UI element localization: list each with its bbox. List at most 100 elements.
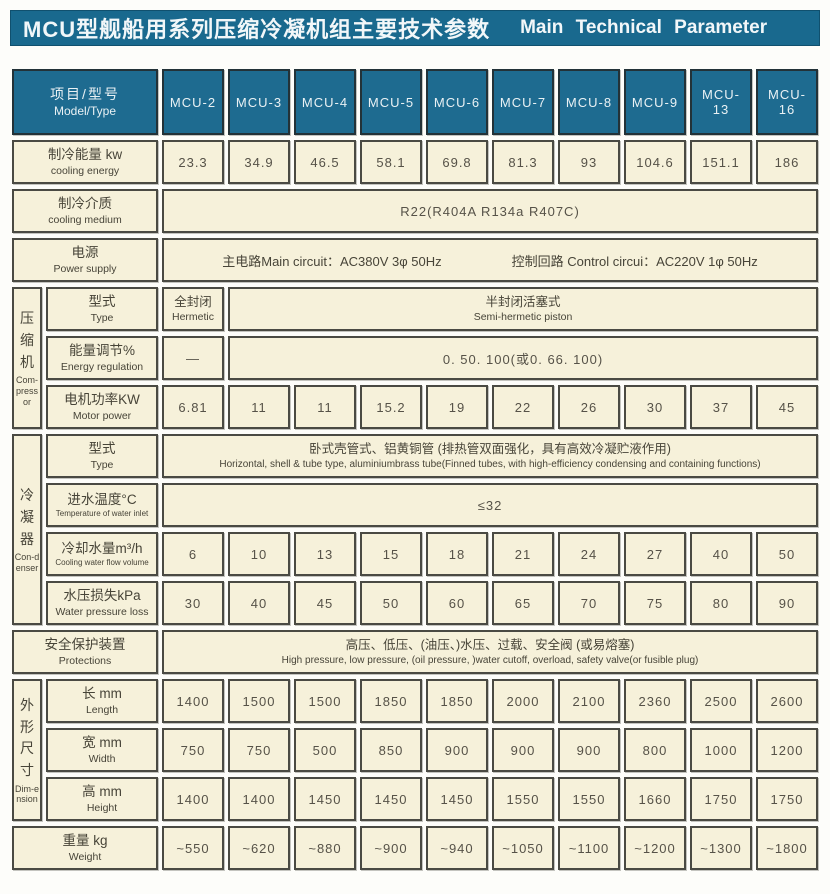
value-cell: 50	[756, 532, 819, 576]
value-cell: 1550	[558, 777, 621, 821]
value-cell: 1850	[426, 679, 489, 723]
value-cell: 1660	[624, 777, 687, 821]
label-en: Energy regulation	[60, 360, 144, 373]
value-cell: 69.8	[426, 140, 489, 184]
value-cell: 24	[558, 532, 621, 576]
value-cell: 70	[558, 581, 621, 625]
label-cn: 重量 kg	[62, 833, 108, 849]
row-label-weight: 重量 kg Weight	[12, 826, 159, 870]
label-en: Weight	[68, 850, 102, 863]
value-cell: 45	[294, 581, 357, 625]
value-cell: 11	[228, 385, 291, 429]
compressor-type-others: 半封闭活塞式 Semi-hermetic piston	[228, 287, 819, 331]
table-header-row: 项目/型号 Model/Type MCU-2 MCU-3 MCU-4 MCU-5…	[12, 69, 819, 135]
technical-parameter-table: 项目/型号 Model/Type MCU-2 MCU-3 MCU-4 MCU-5…	[8, 64, 822, 875]
value-cell: 30	[162, 581, 225, 625]
header-mcu-3: MCU-3	[228, 69, 291, 135]
page-title-bar: MCU型舰船用系列压缩冷凝机组主要技术参数 Main Technical Par…	[10, 10, 820, 46]
value-cell: 2100	[558, 679, 621, 723]
row-label-power-supply: 电源 Power supply	[12, 238, 159, 282]
value-cell: 850	[360, 728, 423, 772]
value-cell: 75	[624, 581, 687, 625]
group-compressor-cn: 压缩机	[20, 310, 34, 370]
header-mcu-5: MCU-5	[360, 69, 423, 135]
value-cell: 60	[426, 581, 489, 625]
value-cn: 半封闭活塞式	[485, 295, 561, 309]
page-title-chinese: MCU型舰船用系列压缩冷凝机组主要技术参数	[23, 17, 491, 42]
page-title-english: Main Technical Parameter	[520, 17, 768, 38]
value-cell: ~940	[426, 826, 489, 870]
value-cell: 1450	[360, 777, 423, 821]
value-cell: 34.9	[228, 140, 291, 184]
label-cn: 安全保护装置	[44, 637, 126, 653]
value-cell: 22	[492, 385, 555, 429]
row-label-height: 高 mm Height	[46, 777, 159, 821]
label-cn: 进水温度°C	[67, 491, 137, 507]
row-cooling-water-flow: 冷却水量m³/h Cooling water flow volume 6 10 …	[12, 532, 819, 576]
value-cell: 1200	[756, 728, 819, 772]
value-cell: 27	[624, 532, 687, 576]
cooling-medium-value: R22(R404A R134a R407C)	[162, 189, 819, 233]
label-en: Cooling water flow volume	[55, 558, 149, 568]
value-cell: 40	[228, 581, 291, 625]
header-mcu-9: MCU-9	[624, 69, 687, 135]
value-cell: 80	[690, 581, 753, 625]
value-cell: 1450	[426, 777, 489, 821]
label-en: Height	[86, 801, 118, 814]
group-label-dimension: 外形尺寸 Dim-ension	[12, 679, 42, 821]
row-compressor-type: 压缩机 Com-pressor 型式 Type 全封闭 Hermetic 半封闭…	[12, 287, 819, 429]
value-cell: 750	[162, 728, 225, 772]
value-cell: 1000	[690, 728, 753, 772]
value-cell: 50	[360, 581, 423, 625]
value-cell: 1500	[294, 679, 357, 723]
label-cn: 型式	[88, 441, 116, 457]
row-cooling-energy: 制冷能量 kw cooling energy 23.3 34.9 46.5 58…	[12, 140, 819, 184]
row-label-cooling-energy: 制冷能量 kw cooling energy	[12, 140, 159, 184]
label-cn: 电源	[71, 245, 99, 261]
row-water-inlet-temp: 进水温度°C Temperature of water inlet ≤32	[12, 483, 819, 527]
group-label-compressor: 压缩机 Com-pressor	[12, 287, 42, 429]
value-en: High pressure, low pressure, (oil pressu…	[281, 654, 699, 666]
power-supply-main-circuit: 主电路Main circuit：AC380V 3φ 50Hz	[222, 253, 442, 269]
label-en: cooling medium	[48, 213, 122, 226]
row-motor-power: 电机功率KW Motor power 6.81 11 11 15.2 19 22…	[12, 385, 819, 429]
value-cell: 2000	[492, 679, 555, 723]
label-cn: 制冷介质	[58, 196, 112, 212]
value-cell: ~900	[360, 826, 423, 870]
header-model-type-cn: 项目/型号	[50, 86, 120, 103]
label-cn: 能量调节%	[69, 343, 136, 359]
value-cell: 21	[492, 532, 555, 576]
group-dimension-en: Dim-ension	[15, 783, 39, 805]
value-cn: 高压、低压、(油压、)水压、过载、安全阀 (或易熔塞)	[345, 638, 635, 653]
label-en: Length	[85, 703, 119, 716]
row-label-cooling-medium: 制冷介质 cooling medium	[12, 189, 159, 233]
row-length: 外形尺寸 Dim-ension 长 mm Length 1400 1500 15…	[12, 679, 819, 821]
value-cell: 104.6	[624, 140, 687, 184]
row-weight: 重量 kg Weight ~550 ~620 ~880 ~900 ~940 ~1…	[12, 826, 819, 870]
value-cell: 65	[492, 581, 555, 625]
value-cell: 900	[492, 728, 555, 772]
value-cell: 30	[624, 385, 687, 429]
label-en: Power supply	[53, 262, 117, 275]
label-cn: 型式	[88, 294, 116, 310]
value-cell: 800	[624, 728, 687, 772]
label-cn: 制冷能量 kw	[47, 147, 123, 163]
group-dimension-cn: 外形尺寸	[20, 696, 34, 778]
value-cell: 10	[228, 532, 291, 576]
value-cell: 6.81	[162, 385, 225, 429]
row-water-pressure-loss: 水压损失kPa Water pressure loss 30 40 45 50 …	[12, 581, 819, 625]
group-compressor-en: Com-pressor	[15, 375, 38, 407]
header-model-type: 项目/型号 Model/Type	[12, 69, 159, 135]
value-cell: 19	[426, 385, 489, 429]
value-cn: 全封闭	[174, 295, 212, 309]
value-cell: 46.5	[294, 140, 357, 184]
value-cell: ~880	[294, 826, 357, 870]
header-mcu-16: MCU-16	[756, 69, 819, 135]
row-cooling-medium: 制冷介质 cooling medium R22(R404A R134a R407…	[12, 189, 819, 233]
header-mcu-2: MCU-2	[162, 69, 225, 135]
value-en: Horizontal, shell & tube type, aluminium…	[219, 458, 761, 470]
energy-regulation-others: 0. 50. 100(或0. 66. 100)	[228, 336, 819, 380]
value-cell: ~620	[228, 826, 291, 870]
value-cell: 18	[426, 532, 489, 576]
value-cell: 81.3	[492, 140, 555, 184]
